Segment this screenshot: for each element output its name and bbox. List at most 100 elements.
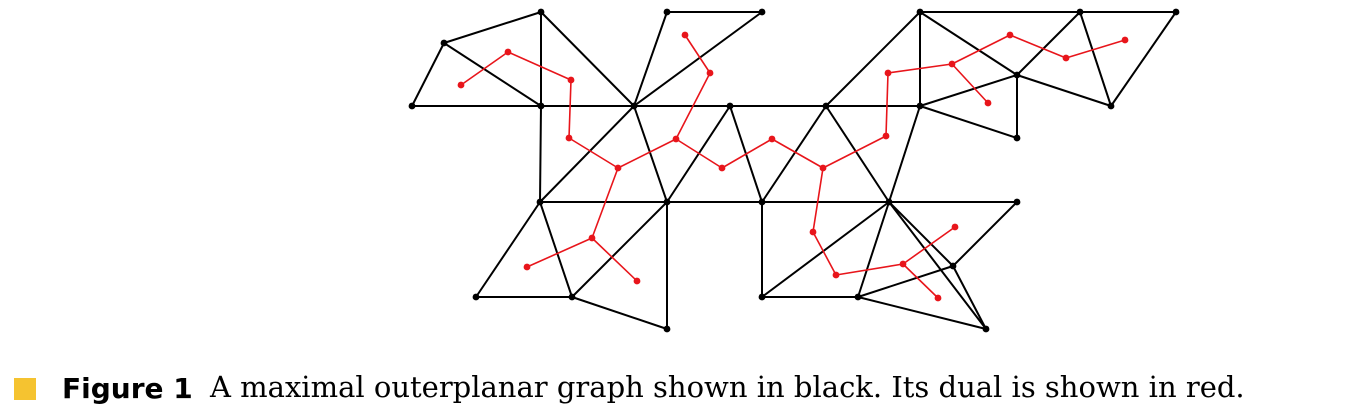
dual-edge [902, 263, 939, 299]
graph-vertex [537, 8, 545, 16]
graph-vertex [663, 198, 671, 206]
graph-vertex [854, 293, 862, 301]
graph-edge [825, 11, 921, 107]
graph-vertex [536, 198, 544, 206]
dual-edge [1065, 39, 1126, 59]
figure-graph [408, 8, 1180, 333]
dual-edge [568, 79, 572, 139]
caption-text: A maximal outerplanar graph shown in bla… [210, 370, 1245, 404]
dual-edge [684, 34, 711, 74]
graph-edge [443, 42, 542, 107]
graph-edges [411, 11, 1177, 330]
graph-vertex [408, 102, 416, 110]
graph-vertex [472, 293, 480, 301]
dual-vertex [681, 31, 689, 39]
dual-vertex [884, 69, 892, 77]
graph-edge [919, 74, 1018, 107]
dual-edge [460, 51, 509, 86]
dual-edge [507, 51, 572, 81]
dual-vertex [1121, 36, 1129, 44]
dual-edge [951, 63, 989, 104]
graph-edge [1079, 11, 1112, 107]
dual-edge [568, 137, 619, 169]
dual-edge [902, 226, 956, 265]
graph-edge [952, 201, 1018, 267]
dual-vertex [768, 135, 776, 143]
dual-edge [675, 72, 711, 140]
dual-vertex [614, 164, 622, 172]
graph-vertex [537, 102, 545, 110]
dual-vertex [832, 271, 840, 279]
graph-edge [761, 105, 827, 203]
graph-vertex [630, 102, 638, 110]
dual-vertex [718, 164, 726, 172]
graph-vertex [1107, 102, 1115, 110]
dual-edges [460, 34, 1126, 299]
graph-edge [919, 11, 1018, 76]
graph-edge [539, 201, 573, 298]
graph-edge [919, 105, 1018, 139]
graph-vertex [758, 198, 766, 206]
dual-vertex [951, 223, 959, 231]
graph-vertex [822, 102, 830, 110]
graph-edge [857, 201, 890, 298]
graph-edge [571, 201, 668, 298]
graph-vertex [1076, 8, 1084, 16]
dual-vertex [588, 234, 596, 242]
dual-vertex [523, 263, 531, 271]
dual-edge [951, 34, 1011, 65]
graph-edge [857, 265, 954, 298]
dual-vertex [633, 277, 641, 285]
graph-edge [888, 105, 921, 203]
graph-edge [633, 105, 668, 203]
dual-vertex [948, 60, 956, 68]
graph-edge [633, 11, 763, 107]
dual-vertex [934, 294, 942, 302]
dual-edge [1009, 34, 1067, 59]
graph-edge [1016, 74, 1112, 107]
graph-vertex [916, 102, 924, 110]
graph-vertex [440, 39, 448, 47]
dual-edge [771, 138, 824, 169]
dual-vertex [457, 81, 465, 89]
graph-edge [1110, 11, 1177, 107]
dual-vertex [819, 164, 827, 172]
graph-edge [443, 11, 542, 44]
graph-edge [825, 105, 890, 203]
dual-vertex [899, 260, 907, 268]
dual-edge [835, 263, 904, 276]
dual-edge [675, 138, 723, 169]
graph-vertex [758, 293, 766, 301]
graph-vertex [568, 293, 576, 301]
graph-edge [540, 11, 635, 107]
graph-edge [539, 105, 635, 203]
graph-vertex [982, 325, 990, 333]
dual-vertex [672, 135, 680, 143]
graph-edge [475, 201, 541, 298]
graph-edge [857, 296, 987, 330]
dual-edge [526, 237, 593, 268]
graph-vertices [408, 8, 1180, 333]
graph-vertex [663, 325, 671, 333]
graph-edge [539, 105, 542, 203]
dual-edge [812, 167, 824, 233]
graph-edge [888, 201, 954, 267]
dual-vertex [809, 228, 817, 236]
dual-vertex [565, 134, 573, 142]
dual-edge [887, 63, 953, 74]
graph-vertex [1172, 8, 1180, 16]
graph-vertex [758, 8, 766, 16]
dual-edge [885, 72, 889, 137]
graph-vertex [1013, 198, 1021, 206]
graph-vertex [1013, 71, 1021, 79]
caption-label: Figure 1 [62, 372, 193, 405]
dual-vertex [567, 76, 575, 84]
graph-vertex [885, 198, 893, 206]
dual-edge [617, 138, 677, 169]
dual-edge [812, 231, 837, 276]
graph-edge [411, 42, 445, 107]
graph-edge [633, 11, 668, 107]
graph-edge [888, 201, 987, 330]
dual-vertex [882, 132, 890, 140]
graph-edge [952, 265, 987, 330]
